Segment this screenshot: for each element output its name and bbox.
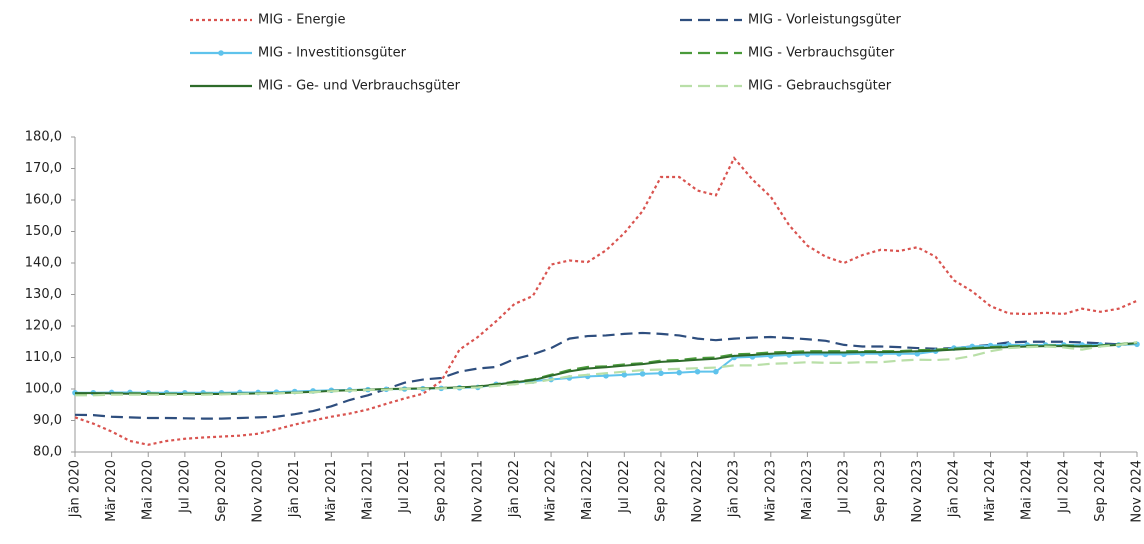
point: [676, 369, 683, 376]
y-tick-label: 170,0: [25, 161, 62, 176]
x-tick-label: Sep 2020: [214, 460, 229, 522]
legend-label: MIG - Ge- und Verbrauchsgüter: [258, 79, 461, 94]
x-tick-label: Mai 2021: [360, 460, 375, 520]
x-tick-label: Sep 2022: [653, 460, 668, 522]
x-tick-label: Mär 2022: [544, 460, 559, 522]
point: [658, 370, 664, 377]
point: [694, 368, 701, 375]
y-tick-label: 150,0: [25, 224, 62, 239]
point: [713, 368, 719, 375]
legend-label: MIG - Vorleistungsgüter: [748, 13, 901, 28]
x-tick-label: Nov 2021: [470, 460, 485, 523]
x-tick-label: Nov 2020: [251, 460, 266, 523]
series-line: [75, 343, 1138, 394]
y-tick-label: 110,0: [25, 350, 62, 365]
point: [621, 372, 628, 378]
series-line: [75, 341, 1138, 397]
x-tick-label: Sep 2023: [873, 460, 888, 522]
x-tick-label: Mai 2024: [1020, 460, 1035, 520]
legend-label: MIG - Gebrauchsgüter: [748, 79, 892, 94]
y-tick-label: 130,0: [25, 287, 62, 302]
series-line: [74, 331, 1138, 420]
x-tick-label: Jul 2022: [617, 460, 632, 514]
point: [639, 371, 646, 377]
x-tick-label: Mai 2020: [141, 460, 156, 520]
x-tick-label: Nov 2024: [1130, 460, 1144, 523]
x-tick-label: Jän 2020: [68, 460, 83, 518]
y-tick-label: 160,0: [25, 193, 62, 208]
point: [914, 350, 921, 357]
y-tick-label: 120,0: [25, 319, 62, 334]
y-tick-label: 80,0: [33, 445, 62, 460]
x-tick-label: Jän 2022: [507, 460, 522, 518]
x-tick-label: Mai 2022: [580, 460, 595, 520]
legend-label: MIG - Investitionsgüter: [258, 46, 407, 61]
y-tick-label: 140,0: [25, 256, 62, 271]
x-tick-label: Mär 2020: [104, 460, 119, 522]
y-tick-label: 100,0: [25, 382, 62, 397]
x-tick-label: Mai 2023: [800, 460, 815, 520]
x-tick-label: Mär 2023: [763, 460, 778, 522]
x-tick-label: Mär 2024: [983, 460, 998, 522]
series-line: [74, 156, 1138, 446]
x-tick-label: Jul 2020: [177, 460, 192, 514]
x-tick-label: Jul 2024: [1056, 460, 1071, 514]
legend-label: MIG - Energie: [258, 13, 346, 28]
x-tick-label: Jän 2023: [727, 460, 742, 518]
x-tick-label: Nov 2022: [690, 460, 705, 523]
x-tick-label: Sep 2021: [434, 460, 449, 522]
x-tick-label: Nov 2023: [910, 460, 925, 523]
legend-marker: [218, 50, 224, 56]
series-line: [75, 342, 1138, 396]
x-tick-label: Jul 2021: [397, 460, 412, 514]
x-tick-label: Mär 2021: [324, 460, 339, 522]
x-tick-label: Jän 2021: [287, 460, 302, 518]
x-tick-label: Sep 2024: [1093, 460, 1108, 522]
legend-label: MIG - Verbrauchsgüter: [748, 46, 895, 61]
x-tick-label: Jän 2024: [946, 460, 961, 518]
x-tick-label: Jul 2023: [837, 460, 852, 514]
y-tick-label: 180,0: [25, 130, 62, 145]
y-tick-label: 90,0: [33, 413, 62, 428]
